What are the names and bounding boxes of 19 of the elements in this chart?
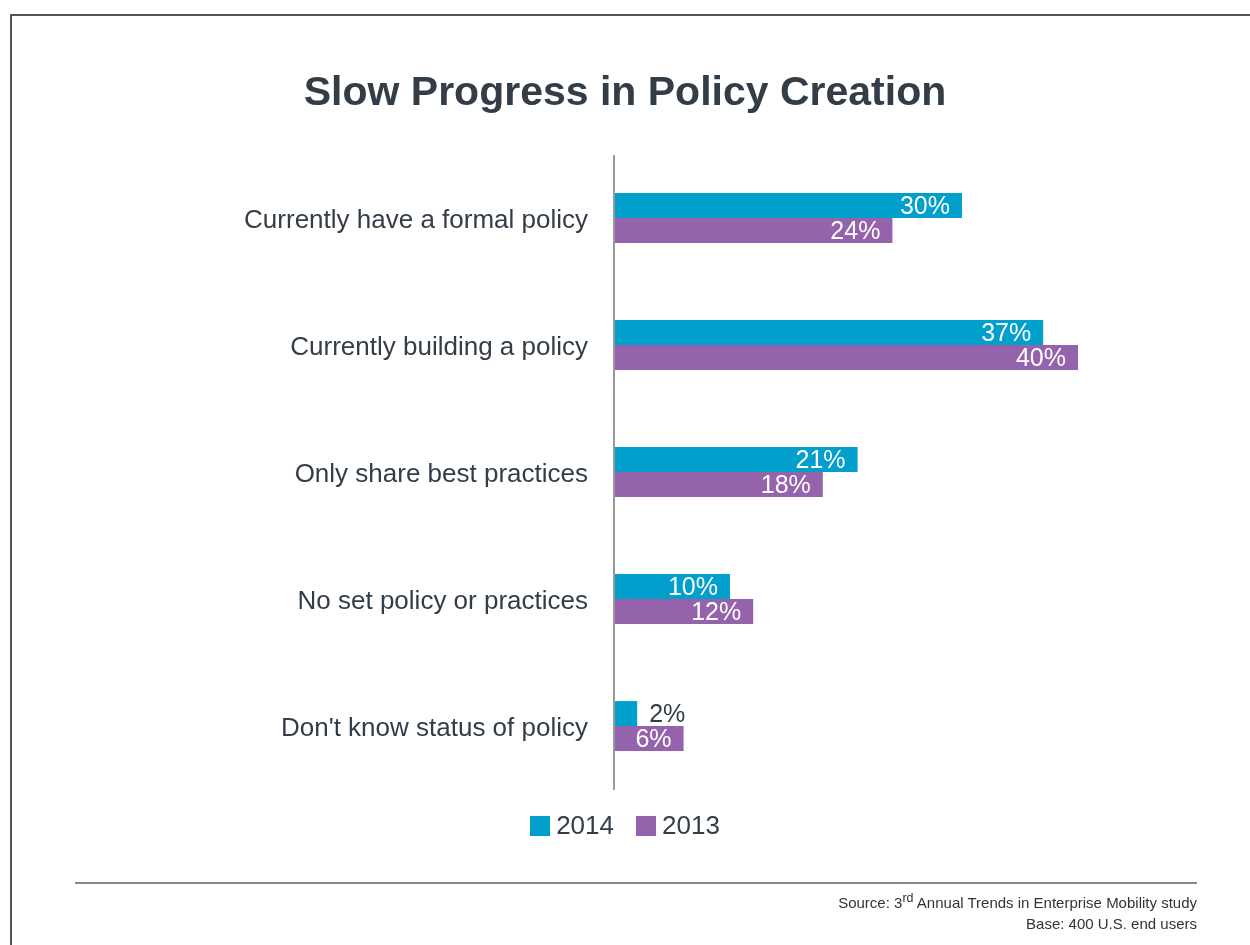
bar [614,320,1044,346]
bar [614,193,962,219]
bar [614,701,638,727]
data-label: 24% [830,216,881,245]
y-tick-label: No set policy or practices [297,584,588,615]
chart-title: Slow Progress in Policy Creation [302,68,948,115]
y-tick-label: Currently have a formal policy [244,203,588,234]
y-tick-label: Currently building a policy [290,330,588,361]
source-note: Source: 3$^{rd}$ Annual Trends in Enterprise Mobility study [838,890,1197,913]
legend-label: 2013 [662,810,720,841]
text: Base: 400 U.S. end users [1025,914,1197,934]
bar [614,345,1078,371]
bar [614,472,823,498]
data-label: 30% [899,191,950,220]
bar [614,218,893,244]
bar [614,447,858,473]
y-tick-label: Don't know status of policy [281,711,588,742]
legend-label: 2014 [556,810,614,841]
y-tick-label: Only share best practices [294,457,588,488]
